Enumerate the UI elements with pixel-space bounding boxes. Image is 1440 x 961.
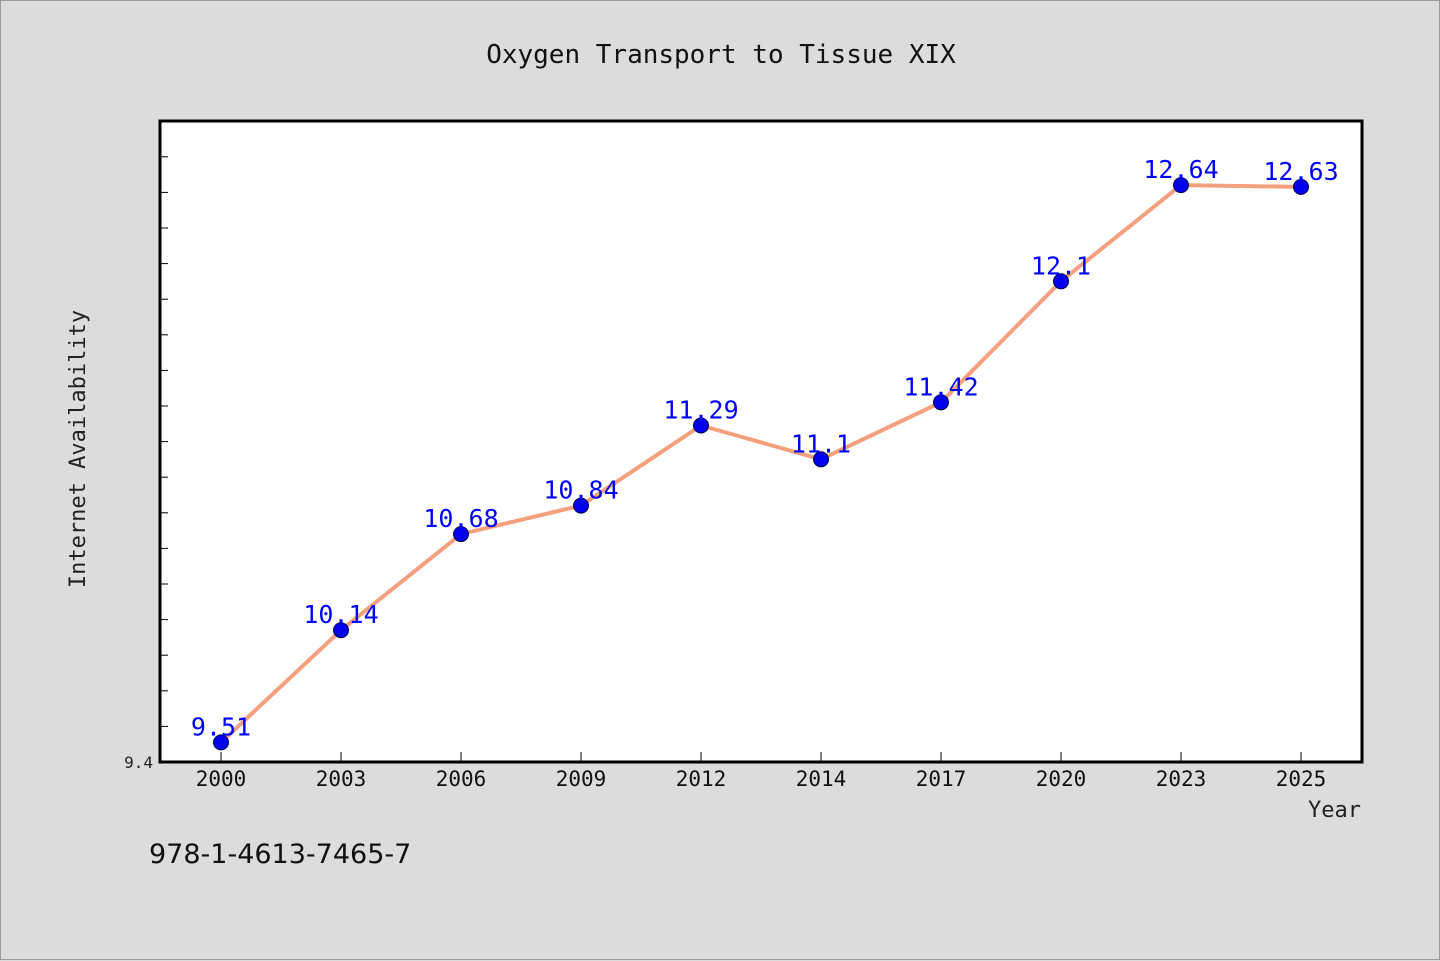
x-tick-label: 2025 — [1276, 767, 1327, 791]
data-label: 12.63 — [1263, 157, 1338, 186]
data-label: 11.1 — [791, 429, 851, 458]
x-tick-label: 2003 — [316, 767, 367, 791]
data-point — [333, 622, 349, 639]
data-point — [1293, 178, 1309, 195]
data-label: 10.68 — [423, 504, 498, 533]
data-point — [1173, 177, 1189, 194]
x-tick-label: 2017 — [916, 767, 967, 791]
x-tick-label: 2020 — [1036, 767, 1087, 791]
x-tick-label: 2012 — [676, 767, 727, 791]
x-axis-label: Year — [1308, 798, 1361, 823]
data-label: 10.84 — [543, 476, 618, 505]
data-point — [1053, 273, 1069, 290]
data-label: 9.51 — [191, 712, 251, 741]
data-point — [573, 497, 589, 514]
y-axis-label: Internet Availability — [66, 310, 91, 588]
x-tick-label: 2023 — [1156, 767, 1207, 791]
data-label: 12.1 — [1031, 251, 1091, 280]
plot-border — [158, 119, 1364, 764]
x-tick-label: 2014 — [796, 767, 847, 791]
series-line — [219, 183, 1303, 745]
data-point — [813, 451, 829, 468]
data-point — [213, 734, 229, 751]
data-label: 11.29 — [663, 396, 738, 425]
data-point — [453, 526, 469, 543]
x-tick-label: 2006 — [436, 767, 487, 791]
isbn-footnote: 978-1-4613-7465-7 — [149, 839, 411, 870]
x-tick-label: 2009 — [556, 767, 607, 791]
data-label: 12.64 — [1143, 155, 1218, 184]
data-point — [693, 417, 709, 434]
data-point — [933, 394, 949, 411]
data-label: 10.14 — [303, 600, 378, 629]
x-axis-ticks: 2000 2003 2006 2009 2012 2014 2017 2020 2023 2025 — [196, 752, 1327, 791]
series-markers — [213, 177, 1309, 751]
data-labels: 9.51 10.14 10.68 10.84 11.29 11.1 11.42 12.1 12.… — [191, 155, 1339, 741]
x-tick-label: 2000 — [196, 767, 247, 791]
series-line-group — [219, 183, 1303, 745]
y-tick-label-min: 9.4 — [124, 753, 153, 772]
chart-title: Oxygen Transport to Tissue XIX — [486, 40, 956, 70]
data-label: 11.42 — [903, 372, 978, 401]
